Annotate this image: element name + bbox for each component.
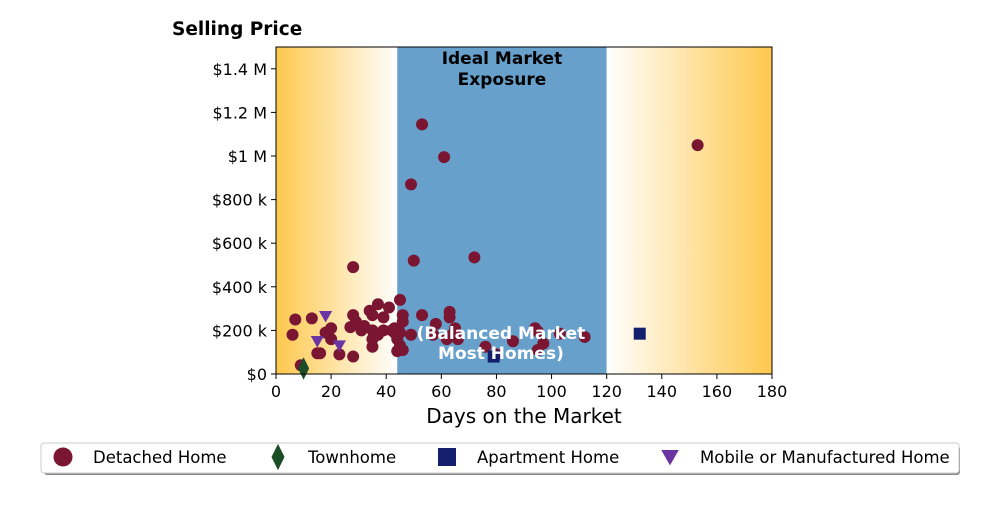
- band-top-label-line-1: Ideal Market: [442, 49, 563, 69]
- x-axis: 0 20 40 60 80 100 120 140 160 180: [271, 374, 787, 401]
- plot-frame: [275, 46, 773, 375]
- data-point: [407, 254, 420, 267]
- x-tick-label: 160: [702, 382, 733, 401]
- legend-entry: Townhome: [271, 443, 396, 471]
- data-point: [325, 322, 338, 335]
- legend-label: Mobile or Manufactured Home: [700, 448, 950, 467]
- data-point: [347, 261, 360, 274]
- data-point: [429, 317, 442, 330]
- data-points: [286, 118, 704, 380]
- x-tick-label: 140: [647, 382, 678, 401]
- data-point: [396, 344, 409, 357]
- data-point: [332, 340, 346, 352]
- data-point: [416, 118, 429, 131]
- x-tick-label: 40: [376, 382, 396, 401]
- data-point: [366, 309, 379, 322]
- x-tick-label: 60: [431, 382, 451, 401]
- y-axis: $0 $200 k $400 k $600 k $800 k $1 M $1.2 M $1.4…: [212, 60, 276, 384]
- data-point: [310, 336, 324, 348]
- data-point: [382, 301, 395, 314]
- legend-marker: [661, 449, 679, 466]
- x-tick-label: 180: [757, 382, 788, 401]
- band-bottom-label-line-1: (Balanced Market: [417, 324, 586, 344]
- legend-marker: [53, 447, 73, 467]
- x-tick-label: 120: [591, 382, 622, 401]
- legend-marker: [438, 448, 456, 466]
- data-point: [438, 151, 451, 164]
- data-point: [286, 328, 299, 341]
- y-tick-label: $800 k: [212, 191, 268, 210]
- data-point: [305, 312, 318, 325]
- legend-entry: Detached Home: [53, 447, 227, 467]
- chart-title: Selling Price: [172, 19, 302, 40]
- legend-box: [40, 442, 960, 474]
- data-point: [487, 350, 500, 363]
- data-point: [333, 348, 346, 361]
- y-tick-label: $0: [247, 365, 267, 384]
- y-tick-label: $1.4 M: [212, 60, 267, 79]
- legend-entry: Apartment Home: [438, 448, 619, 467]
- x-tick-label: 80: [486, 382, 506, 401]
- data-point: [633, 327, 646, 340]
- x-tick-label: 0: [271, 382, 281, 401]
- data-point: [537, 337, 550, 350]
- data-point: [405, 178, 418, 191]
- y-tick-label: $1.2 M: [212, 103, 267, 122]
- legend-marker: [271, 443, 285, 471]
- legend-label: Detached Home: [93, 448, 227, 467]
- data-point: [314, 347, 327, 360]
- data-point: [394, 326, 406, 339]
- data-point: [479, 340, 492, 353]
- legend-label: Apartment Home: [477, 448, 619, 467]
- data-point: [377, 324, 390, 337]
- series-mobile-or-manufactured-home: [310, 310, 346, 352]
- x-tick-label: 100: [536, 382, 567, 401]
- y-tick-label: $400 k: [212, 278, 268, 297]
- legend: Detached Home Townhome Apartment Home Mobil…: [40, 442, 960, 475]
- data-point: [319, 310, 333, 323]
- band-bottom-label-line-2: Most Homes): [438, 344, 564, 364]
- legend-label: Townhome: [307, 448, 396, 467]
- y-tick-label: $200 k: [212, 321, 268, 340]
- data-point: [449, 322, 462, 335]
- legend-entry: Mobile or Manufactured Home: [661, 448, 950, 467]
- y-tick-label: $600 k: [212, 234, 268, 253]
- data-point: [578, 330, 591, 343]
- data-point: [416, 309, 429, 322]
- x-axis-label: Days on the Market: [426, 404, 622, 428]
- data-point: [691, 139, 704, 152]
- series-apartment-home: [487, 327, 646, 363]
- data-point: [289, 313, 302, 326]
- data-point: [394, 293, 406, 306]
- x-tick-label: 20: [321, 382, 341, 401]
- data-point: [377, 311, 390, 324]
- data-point: [396, 315, 409, 328]
- band-bottom-labels: (Balanced Market Most Homes): [417, 324, 586, 364]
- data-point: [553, 327, 566, 340]
- data-point: [347, 350, 360, 363]
- band-top-label-line-2: Exposure: [458, 70, 547, 90]
- data-point: [405, 328, 418, 341]
- data-point: [506, 335, 519, 348]
- background-gradient-right: [606, 47, 772, 374]
- band-labels: Ideal Market Exposure: [442, 49, 563, 90]
- data-point: [443, 311, 456, 324]
- data-point: [468, 251, 481, 264]
- data-point: [427, 328, 440, 341]
- data-point: [371, 298, 384, 311]
- data-point: [451, 333, 464, 346]
- y-tick-label: $1 M: [228, 147, 267, 166]
- plot-background: [276, 47, 772, 374]
- data-point: [531, 325, 544, 338]
